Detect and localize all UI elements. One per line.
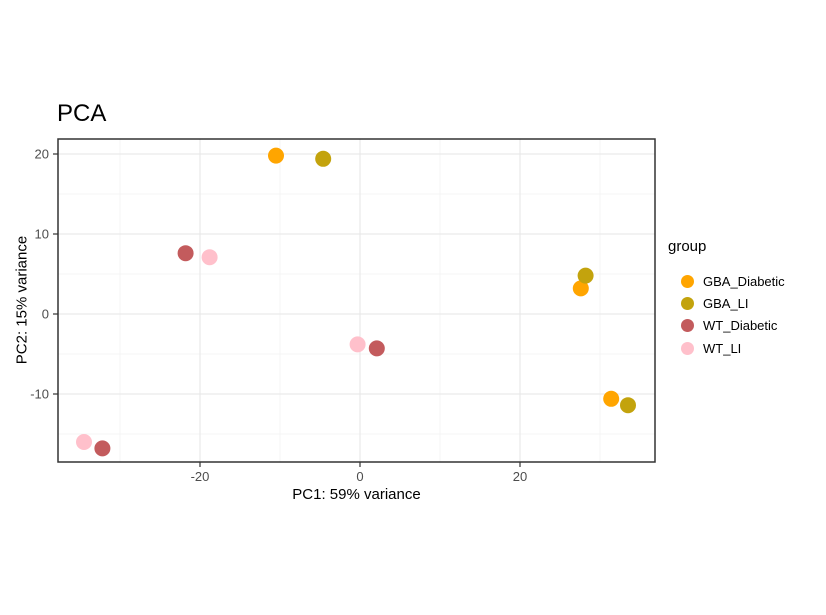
- data-point-WT_Diabetic: [94, 440, 111, 457]
- data-point-GBA_LI: [620, 397, 636, 414]
- data-point-WT_Diabetic: [368, 340, 385, 357]
- data-point-WT_Diabetic: [177, 245, 194, 262]
- legend-title: group: [668, 238, 707, 255]
- x-tick-label: 0: [356, 469, 363, 484]
- data-point-WT_LI: [201, 249, 218, 266]
- y-tick-label: 20: [35, 147, 49, 162]
- data-point-GBA_Diabetic: [268, 147, 284, 164]
- legend-item: WT_LI: [668, 337, 818, 359]
- legend-items: GBA_Diabetic GBA_LI WT_Diabetic WT_LI: [668, 270, 818, 360]
- data-point-GBA_Diabetic: [572, 280, 589, 297]
- legend-item: GBA_LI: [668, 292, 818, 314]
- legend-item-label: WT_LI: [703, 340, 742, 356]
- panel-border: [57, 138, 656, 463]
- plot-panel: [58, 139, 655, 462]
- legend-item: GBA_Diabetic: [668, 270, 818, 292]
- legend-item-label: WT_Diabetic: [703, 318, 778, 334]
- legend-item: WT_Diabetic: [668, 315, 818, 337]
- x-axis-title: PC1: 59% variance: [292, 486, 421, 503]
- data-point-WT_LI: [76, 434, 92, 450]
- y-tick-label: 0: [42, 307, 49, 322]
- legend-item-label: GBA_Diabetic: [703, 273, 785, 289]
- x-tick-label: -20: [191, 469, 210, 484]
- data-point-GBA_LI: [315, 150, 332, 167]
- y-tick-label: 10: [35, 227, 49, 242]
- plot-title: PCA: [57, 100, 107, 127]
- y-axis-title: PC2: 15% variance: [13, 235, 31, 365]
- legend: group GBA_Diabetic GBA_LI WT_Diabetic WT_LI: [668, 236, 818, 360]
- legend-key-dot: [681, 297, 694, 311]
- data-point-WT_LI: [349, 336, 366, 353]
- legend-key-dot: [681, 341, 694, 355]
- x-tick-label: 20: [513, 469, 527, 484]
- y-tick-label: -10: [30, 387, 49, 402]
- legend-key-dot: [681, 319, 694, 333]
- legend-item-label: GBA_LI: [703, 296, 749, 312]
- legend-key-dot: [681, 274, 694, 288]
- data-point-GBA_LI: [577, 267, 594, 284]
- data-point-GBA_Diabetic: [603, 390, 620, 407]
